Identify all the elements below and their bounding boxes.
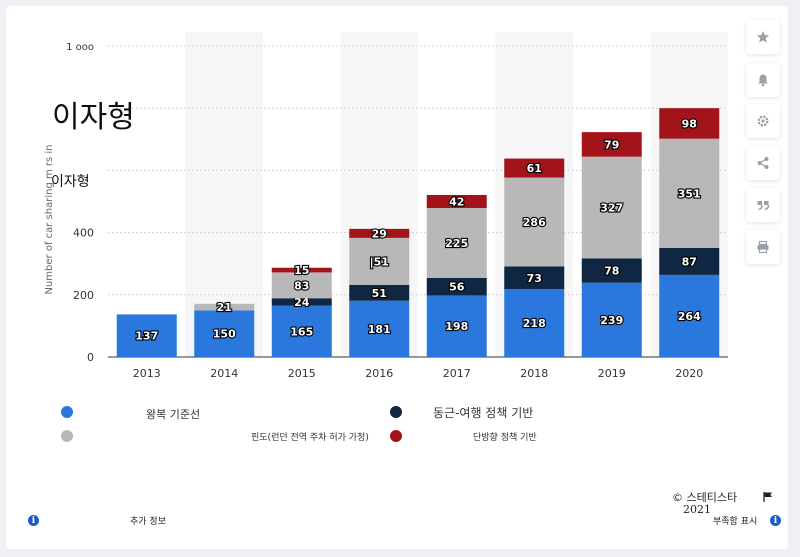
chart-title: 이자형 <box>52 100 135 135</box>
data-label: 218 <box>523 317 546 330</box>
bar-segment <box>116 314 177 357</box>
column-band <box>185 32 263 357</box>
data-label: 42 <box>449 196 464 209</box>
data-label: 29 <box>372 227 387 240</box>
chart-subtitle: 이자형 <box>51 174 90 190</box>
bar-segment <box>426 194 487 209</box>
data-label: 181 <box>368 323 391 336</box>
legend-label-london-parking: 핀도(런던 전역 주차 허가 가정) <box>251 433 369 443</box>
quote-icon <box>757 201 770 211</box>
bar-segment <box>349 300 410 357</box>
bar-segment <box>504 177 565 267</box>
bar-segment <box>581 156 642 259</box>
legend-marker-roundtrip <box>61 406 73 418</box>
data-label: 198 <box>445 320 468 333</box>
data-label: 150 <box>213 328 236 341</box>
bar-segment <box>504 289 565 357</box>
copyright-year: 2021 <box>683 503 711 516</box>
y-axis-label: Number of car sharing m rs in <box>44 144 55 294</box>
legend-label-cross-travel: 동근-여행 정책 기반 <box>433 406 534 420</box>
data-label: 165 <box>290 325 313 338</box>
legend-marker-cross-travel <box>390 406 402 418</box>
source-info-icon[interactable]: i <box>770 515 781 526</box>
x-tick-label: 2019 <box>598 367 626 380</box>
data-label: 15 <box>294 264 309 277</box>
favorite-button[interactable] <box>746 20 780 54</box>
data-label: 327 <box>600 202 623 215</box>
x-tick-label: 2017 <box>443 367 471 380</box>
star-icon <box>757 31 769 43</box>
print-icon <box>757 240 769 254</box>
legend-marker-oneway <box>390 430 402 442</box>
cite-button[interactable] <box>746 188 780 222</box>
bar-segment <box>659 138 720 248</box>
legend-marker-london-parking <box>61 430 73 442</box>
bar-segment <box>271 305 332 357</box>
data-label: 137 <box>135 330 158 343</box>
stacked-bar-chart: 0 200 400 1 ooo Number of car sharing m rs i… <box>44 32 728 380</box>
data-label: 264 <box>678 310 701 323</box>
copyright-text[interactable]: © 스테티스타 <box>672 491 738 504</box>
bar-segment <box>271 298 332 306</box>
bar-segment <box>659 274 720 357</box>
data-label: 98 <box>682 117 697 130</box>
x-tick-label: 2016 <box>365 367 393 380</box>
bar-segment <box>659 108 720 139</box>
bar-segment <box>271 267 332 273</box>
y-tick-label: 1 ooo <box>66 42 94 53</box>
flag-icon[interactable] <box>762 491 774 503</box>
bar-segment <box>426 295 487 357</box>
x-tick-label: 2014 <box>210 367 238 380</box>
bar-segment <box>504 266 565 290</box>
data-label: 351 <box>678 187 701 200</box>
bar-segment <box>349 284 410 301</box>
bar-segment <box>271 272 332 299</box>
data-label: |51 <box>370 255 389 268</box>
data-label: 79 <box>604 138 619 151</box>
bar-segment <box>194 310 255 357</box>
settings-button[interactable] <box>746 104 780 138</box>
data-label: 21 <box>217 301 232 314</box>
bar-segment <box>349 237 410 285</box>
data-label: 83 <box>294 279 309 292</box>
more-info-link[interactable]: 추가 정보 <box>130 517 166 527</box>
y-tick-label: 400 <box>73 227 94 240</box>
bell-icon <box>758 74 768 87</box>
y-tick-label: 0 <box>87 351 94 364</box>
legend-label-roundtrip: 왕복 기준선 <box>146 408 201 421</box>
bar-segment <box>504 158 565 178</box>
bar-segment <box>426 208 487 279</box>
bar-segment <box>581 132 642 157</box>
data-label: 87 <box>682 255 697 268</box>
bar-segment <box>581 258 642 283</box>
x-tick-label: 2020 <box>675 367 703 380</box>
data-label: 78 <box>604 265 619 278</box>
bar-segment <box>194 303 255 311</box>
chart-card: 0 200 400 1 ooo Number of car sharing m rs i… <box>6 6 788 549</box>
x-tick-label: 2018 <box>520 367 548 380</box>
bar-segment <box>426 278 487 296</box>
bar-segment <box>659 247 720 275</box>
bar-segment <box>581 282 642 357</box>
data-label: 61 <box>527 162 542 175</box>
x-tick-label: 2013 <box>133 367 161 380</box>
share-icon <box>757 157 769 169</box>
bar-segment <box>349 228 410 238</box>
data-label: 56 <box>449 281 465 294</box>
y-tick-label: 200 <box>73 289 94 302</box>
gear-icon <box>757 115 769 127</box>
legend-label-oneway: 단방향 정책 기반 <box>473 433 537 443</box>
data-label: 24 <box>294 296 310 309</box>
print-button[interactable] <box>746 230 780 264</box>
notification-button[interactable] <box>746 63 780 97</box>
data-label: 225 <box>445 237 468 250</box>
data-label: 73 <box>527 272 542 285</box>
share-button[interactable] <box>746 146 780 180</box>
data-label: 51 <box>372 287 387 300</box>
source-link[interactable]: 부족함 표시 <box>713 517 758 527</box>
info-icon[interactable]: i <box>28 515 39 526</box>
data-label: 239 <box>600 314 623 327</box>
data-label: 286 <box>523 216 546 229</box>
x-tick-label: 2015 <box>288 367 316 380</box>
